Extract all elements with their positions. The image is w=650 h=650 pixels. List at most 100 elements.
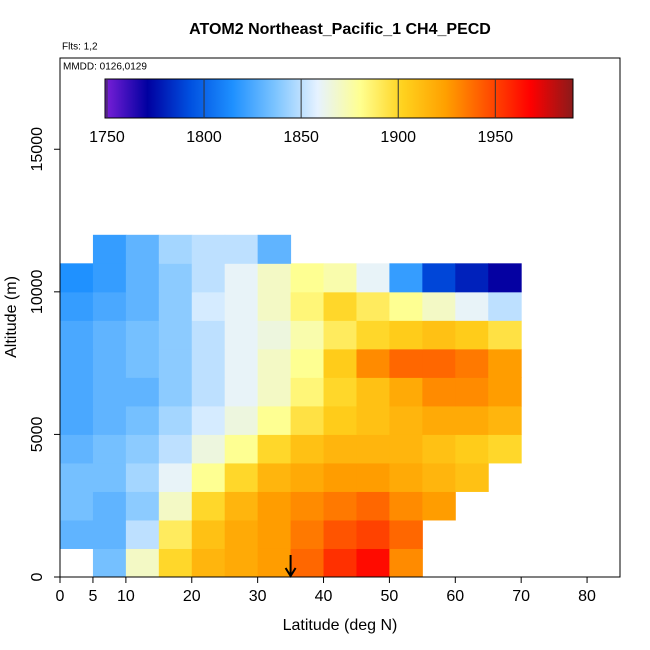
heat-cell [455,320,489,350]
heat-cell [191,320,226,350]
heat-cell [422,263,456,293]
heat-cell [191,491,226,521]
heat-cell [158,405,193,435]
heat-cell [224,320,259,350]
colorbar-tick-label: 1850 [283,129,319,146]
heat-cell [60,491,94,521]
heat-cell [158,434,193,464]
heat-cell [125,462,160,492]
heat-cell [488,405,522,435]
heat-cell [422,377,456,407]
heat-cell [323,434,357,464]
heat-cell [488,434,522,464]
heat-cell [257,405,292,435]
heat-cell [125,491,160,521]
heat-cell [158,462,193,492]
heat-cell [323,320,357,350]
heat-cell [323,519,357,549]
heat-cell [60,348,94,378]
heat-cell [191,519,226,549]
heat-cell [290,291,325,321]
heat-cell [92,491,127,521]
heat-cell [257,491,292,521]
colorbar-tick-label: 1750 [89,129,125,146]
heat-cell [125,291,160,321]
heat-cell [290,348,325,378]
heat-cell [323,377,357,407]
x-tick-label: 5 [88,588,97,605]
heat-cell [158,548,193,578]
heat-cell [92,405,127,435]
heat-cell [92,348,127,378]
heat-cell [158,519,193,549]
heat-cell [356,491,390,521]
x-tick-label: 40 [315,588,333,605]
heat-cell [191,291,226,321]
heat-cell [125,263,160,293]
heat-cell [488,291,522,321]
heat-cell [356,377,390,407]
heat-cell [290,491,325,521]
heat-cell [257,548,292,578]
heat-cell [422,491,456,521]
heat-cell [125,405,160,435]
heat-cell [224,519,259,549]
heat-cell [422,405,456,435]
heat-cell [323,462,357,492]
x-tick-label: 50 [381,588,399,605]
heat-cell [422,434,456,464]
heat-cell [191,434,226,464]
heat-cell [290,434,325,464]
heat-cell [224,377,259,407]
arrow-head [284,567,297,578]
heat-cell [60,377,94,407]
heat-cell [455,348,489,378]
heat-cell [125,348,160,378]
heat-cell [455,291,489,321]
heat-cell [224,491,259,521]
heat-cell [158,377,193,407]
heat-cell [323,491,357,521]
heat-cell [92,462,127,492]
heat-cell [224,462,259,492]
heat-cell [92,320,127,350]
x-tick-label: 0 [56,588,65,605]
heat-cell [60,434,94,464]
heat-cell [488,348,522,378]
heat-cell [422,348,456,378]
heat-cell [488,377,522,407]
heat-cell [191,263,226,293]
heat-cell [323,263,357,293]
x-tick-label: 60 [446,588,464,605]
x-tick-label: 80 [578,588,596,605]
colorbar-tick-label: 1800 [186,129,222,146]
heat-cell [389,320,423,350]
heat-cell [356,548,390,578]
heat-cell [389,405,423,435]
heat-cell [356,405,390,435]
heat-cell [224,263,259,293]
heat-cell [92,263,127,293]
heat-cell [92,519,127,549]
heat-cell [92,377,127,407]
heat-cell [488,263,522,293]
colorbar-tick-label: 1950 [478,129,514,146]
heat-cell [60,291,94,321]
heat-cell [60,519,94,549]
heat-cell [224,405,259,435]
x-tick-label: 30 [249,588,267,605]
heat-cell [60,462,94,492]
heat-cell [290,320,325,350]
heat-cell [257,234,292,264]
heat-cell [290,548,325,578]
heat-cell [158,320,193,350]
x-tick-label: 70 [512,588,530,605]
x-tick-label: 20 [183,588,201,605]
heat-cell [257,462,292,492]
heat-cell [323,405,357,435]
heat-cell [158,291,193,321]
heat-cell [92,434,127,464]
heat-cell [125,377,160,407]
heat-cell [92,548,127,578]
heat-cell [158,234,193,264]
